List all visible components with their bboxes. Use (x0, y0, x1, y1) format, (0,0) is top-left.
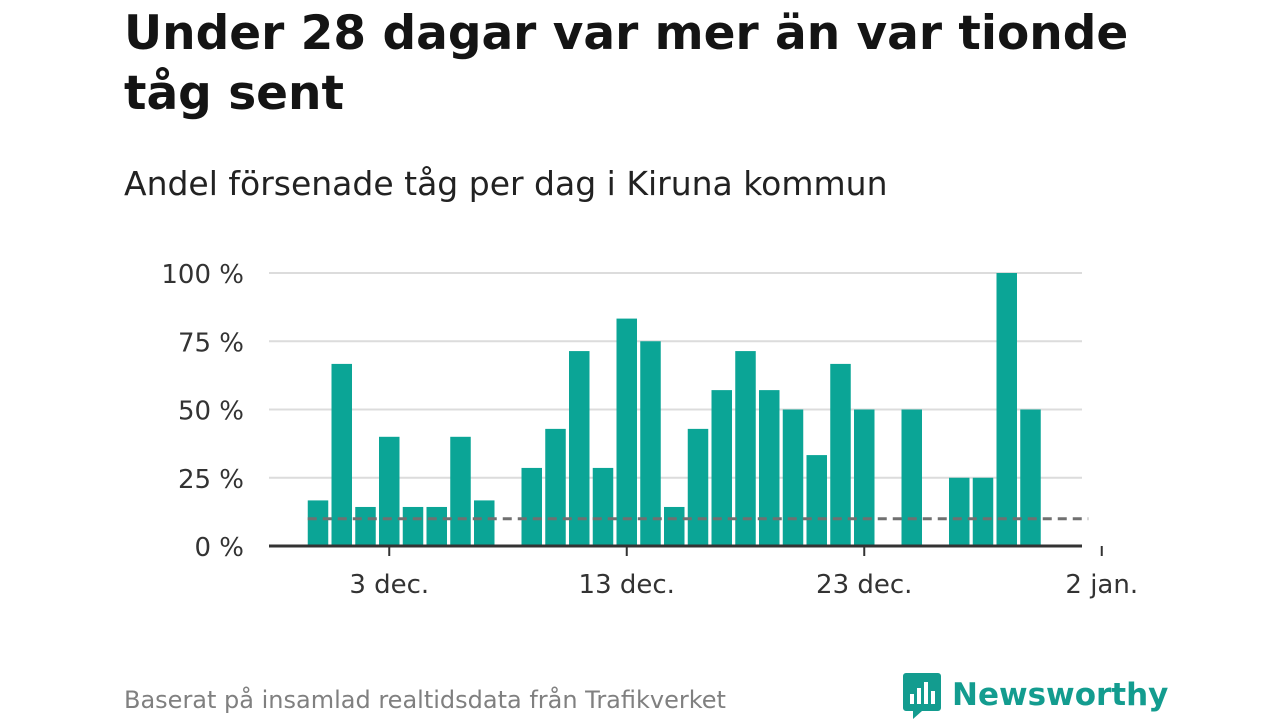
chart-subtitle: Andel försenade tåg per dag i Kiruna kom… (124, 164, 888, 203)
x-tick-label: 13 dec. (579, 570, 675, 600)
bar (379, 436, 400, 546)
bar (759, 390, 780, 546)
bar (972, 477, 994, 546)
bar (640, 341, 661, 546)
bar (426, 506, 447, 546)
source-note: Baserat på insamlad realtidsdata från Tr… (124, 686, 726, 714)
bar (711, 390, 732, 546)
bar (545, 428, 566, 546)
brand-name: Newsworthy (952, 677, 1169, 713)
bar (901, 409, 922, 546)
newsworthy-logo-icon (903, 673, 941, 719)
y-tick-label: 0 % (194, 533, 244, 563)
y-tick-label: 50 % (178, 397, 244, 427)
bar (830, 363, 851, 546)
x-tick-label: 3 dec. (349, 570, 429, 600)
bar (569, 351, 590, 546)
bar (949, 477, 970, 546)
bar (331, 363, 352, 546)
x-tick-label: 23 dec. (816, 570, 912, 600)
bar (806, 455, 827, 546)
brand-logo: Newsworthy (902, 670, 1168, 720)
bar-chart: 3 dec. 13 dec. 23 dec. 2 jan. 0 % 25 % 50 % 75… (161, 260, 1138, 600)
bar (402, 506, 424, 546)
bar (450, 436, 471, 546)
bar (474, 500, 495, 546)
bar (521, 467, 542, 546)
y-tick-label: 75 % (178, 328, 244, 358)
chart-title: Under 28 dagar var mer än var tionde tåg… (124, 6, 1129, 121)
bar (782, 409, 804, 546)
bar (592, 467, 614, 546)
x-axis: 3 dec. 13 dec. 23 dec. 2 jan. (269, 544, 1138, 600)
bar (735, 351, 756, 546)
bar (996, 273, 1017, 546)
bar (355, 506, 376, 546)
y-gridlines (269, 272, 1082, 479)
bar (307, 500, 329, 546)
y-tick-label: 100 % (161, 260, 244, 290)
y-axis: 0 % 25 % 50 % 75 % 100 % (161, 260, 244, 563)
bar (1020, 409, 1041, 546)
y-tick-label: 25 % (178, 465, 244, 495)
bar (616, 318, 637, 546)
bar (664, 506, 685, 546)
bar (854, 409, 875, 546)
x-tick-label: 2 jan. (1065, 570, 1138, 600)
bar (687, 428, 709, 546)
